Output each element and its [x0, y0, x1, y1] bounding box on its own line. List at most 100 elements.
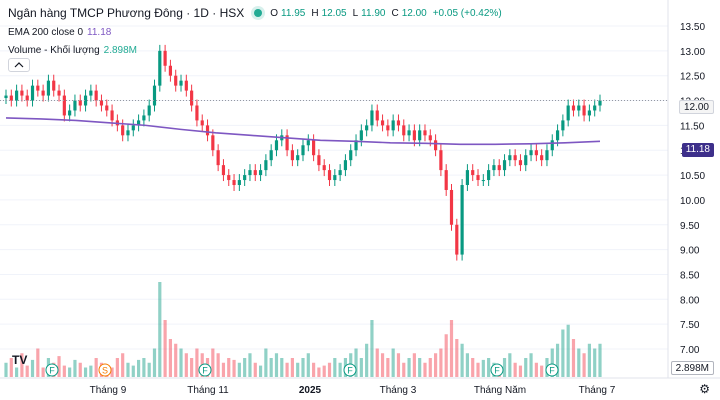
volume-bar: [587, 343, 591, 377]
volume-bar: [158, 282, 162, 377]
gear-icon[interactable]: ⚙: [699, 382, 710, 396]
candle-body: [529, 150, 533, 156]
volume-tag: 2.898M: [670, 361, 714, 375]
ema-indicator-legend[interactable]: EMA 200 close 0 11.18: [8, 24, 608, 40]
candle-body: [460, 185, 464, 255]
candle-body: [301, 145, 305, 156]
candle-body: [476, 175, 480, 181]
volume-bar: [354, 348, 358, 377]
volume-bar: [9, 358, 13, 377]
volume-bar: [20, 353, 24, 377]
volume-bar: [460, 343, 464, 377]
event-marker-circle: [98, 363, 112, 377]
candle-body: [68, 110, 72, 116]
candle-body: [83, 95, 88, 106]
candle-body: [455, 224, 459, 255]
price-tick-label: 9.00: [680, 246, 700, 257]
candle-body: [290, 150, 294, 161]
volume-bar: [25, 365, 29, 377]
volume-bar: [396, 353, 401, 377]
candle-body: [285, 135, 289, 151]
volume-bar: [190, 358, 194, 377]
volume-bar: [322, 365, 326, 377]
event-marker-label: F: [549, 366, 555, 376]
volume-bar: [147, 362, 151, 377]
volume-label: Volume - Khối lượng: [8, 44, 100, 56]
candle-body: [211, 135, 215, 151]
volume-bar: [142, 358, 146, 377]
time-tick-label: Tháng 7: [579, 385, 616, 396]
volume-bar: [550, 348, 554, 377]
candle-body: [46, 80, 51, 96]
volume-bar: [184, 353, 188, 377]
volume-bar: [285, 362, 289, 377]
event-marker-circle: [198, 363, 212, 377]
tradingview-logo[interactable]: TV: [12, 353, 28, 367]
candle-body: [412, 130, 416, 141]
volume-bar: [248, 353, 252, 377]
event-marker[interactable]: F: [198, 363, 212, 377]
ema-value: 11.18: [87, 26, 112, 38]
event-marker-label: F: [347, 366, 353, 376]
volume-bar: [375, 348, 379, 377]
event-marker[interactable]: F: [343, 363, 357, 377]
price-tick-label: 8.00: [680, 295, 700, 306]
candle-body: [327, 170, 332, 181]
volume-bar: [179, 348, 183, 377]
time-tick-label: 2025: [299, 385, 322, 396]
candle-body: [158, 50, 162, 86]
candle-body: [221, 165, 226, 176]
candle-body: [20, 90, 24, 96]
volume-bar: [174, 343, 178, 377]
ohlc-value: 12.00: [401, 7, 427, 19]
volume-bar: [232, 359, 236, 377]
volume-bar: [41, 367, 45, 377]
symbol-title[interactable]: Ngân hàng TMCP Phương Đông · 1D · HSX: [8, 6, 245, 20]
time-tick-label: Tháng Năm: [474, 385, 526, 396]
volume-bar: [243, 358, 247, 377]
volume-bar: [253, 362, 257, 377]
event-marker[interactable]: F: [490, 363, 504, 377]
candle-body: [121, 125, 125, 136]
volume-bar: [582, 353, 586, 377]
volume-bar: [126, 362, 130, 377]
candle-body: [333, 175, 337, 181]
price-tick-label: 7.50: [680, 320, 700, 331]
volume-bar: [280, 358, 284, 377]
candle-body: [227, 175, 231, 181]
volume-bar: [407, 358, 411, 377]
candle-body: [513, 155, 517, 161]
volume-bar: [68, 367, 72, 377]
candle-body: [428, 135, 432, 141]
ohlc-value: 11.90: [361, 7, 386, 19]
collapse-legend-button[interactable]: [8, 58, 30, 72]
candle-body: [126, 130, 130, 136]
volume-bar: [577, 348, 581, 377]
candle-body: [312, 140, 316, 156]
volume-bar: [136, 359, 141, 377]
candle-body: [471, 170, 475, 176]
volume-bar: [402, 362, 406, 377]
event-marker[interactable]: F: [45, 363, 59, 377]
candle-body: [25, 95, 29, 101]
volume-bar: [508, 353, 512, 377]
event-marker[interactable]: F: [545, 363, 559, 377]
candle-body: [571, 105, 576, 111]
volume-bar: [78, 362, 82, 377]
volume-bar: [296, 362, 300, 377]
candle-body: [502, 160, 507, 171]
event-marker[interactable]: S: [98, 363, 112, 377]
volume-bar: [163, 320, 167, 377]
candle-body: [248, 170, 252, 176]
volume-bar: [428, 358, 432, 377]
candle-body: [375, 110, 379, 121]
candle-body: [439, 150, 443, 171]
volume-bar: [439, 348, 443, 377]
volume-bar: [110, 367, 114, 377]
volume-bar: [598, 343, 602, 377]
candle-body: [200, 120, 204, 126]
volume-indicator-legend[interactable]: Volume - Khối lượng 2.898M: [8, 42, 608, 58]
event-marker-label: S: [102, 366, 108, 376]
